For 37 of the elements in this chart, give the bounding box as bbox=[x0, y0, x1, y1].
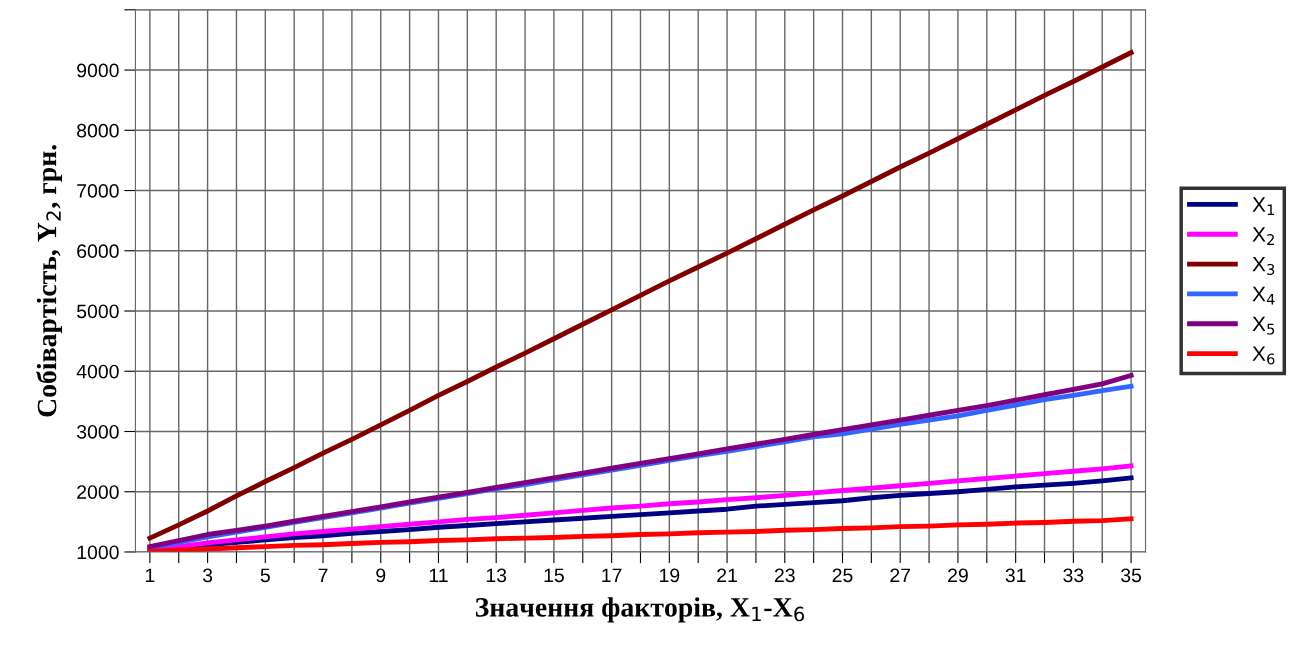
y-tick-label: 9000 bbox=[77, 63, 119, 78]
x-tick-label: 31 bbox=[1005, 568, 1026, 583]
x-tick-label: 17 bbox=[602, 568, 622, 583]
x-tick-label: 29 bbox=[948, 568, 968, 583]
x-tick-label: 5 bbox=[260, 568, 270, 583]
legend-label: X$_{6}$ bbox=[1252, 346, 1275, 365]
y-tick-label: 4000 bbox=[76, 364, 119, 379]
y-tick-label: 7000 bbox=[77, 184, 119, 198]
line-series bbox=[147, 516, 1134, 552]
y-tick-label: 5000 bbox=[77, 304, 119, 319]
x-tick-label: 11 bbox=[429, 568, 448, 583]
legend-label: X$_{2}$ bbox=[1252, 227, 1274, 245]
y-tick-label: 6000 bbox=[77, 244, 119, 259]
legend-label: X$_{1}$ bbox=[1252, 197, 1275, 216]
x-axis-title: Значення факторів, X$_{1}$-X$_{6}$ bbox=[475, 597, 805, 623]
y-tick-label: 1000 bbox=[77, 545, 119, 560]
y-tick-label: 3000 bbox=[76, 424, 119, 439]
x-tick-label: 25 bbox=[832, 568, 853, 583]
x-tick-label: 21 bbox=[717, 568, 737, 583]
x-tick-label: 23 bbox=[774, 568, 795, 583]
y-axis-title: Собівартість, Y$_{2}$, грн. bbox=[36, 145, 63, 417]
x-tick-label: 13 bbox=[486, 568, 507, 583]
x-tick-label: 7 bbox=[318, 568, 328, 583]
x-tick-label: 35 bbox=[1121, 568, 1142, 583]
x-tick-label: 33 bbox=[1063, 568, 1084, 583]
x-tick-label: 15 bbox=[544, 568, 564, 583]
x-tick-label: 1 bbox=[145, 568, 155, 583]
legend-label: X$_{5}$ bbox=[1252, 316, 1275, 335]
y-tick-label: 2000 bbox=[77, 485, 119, 499]
x-tick-label: 19 bbox=[660, 568, 680, 583]
x-tick-label: 9 bbox=[376, 568, 386, 583]
line-series bbox=[147, 50, 1134, 541]
x-tick-label: 3 bbox=[202, 568, 213, 583]
legend-label: X$_{3}$ bbox=[1252, 256, 1275, 275]
y-tick-label: 8000 bbox=[77, 123, 119, 138]
legend-label: X$_{4}$ bbox=[1252, 286, 1275, 305]
x-tick-label: 27 bbox=[890, 568, 911, 583]
